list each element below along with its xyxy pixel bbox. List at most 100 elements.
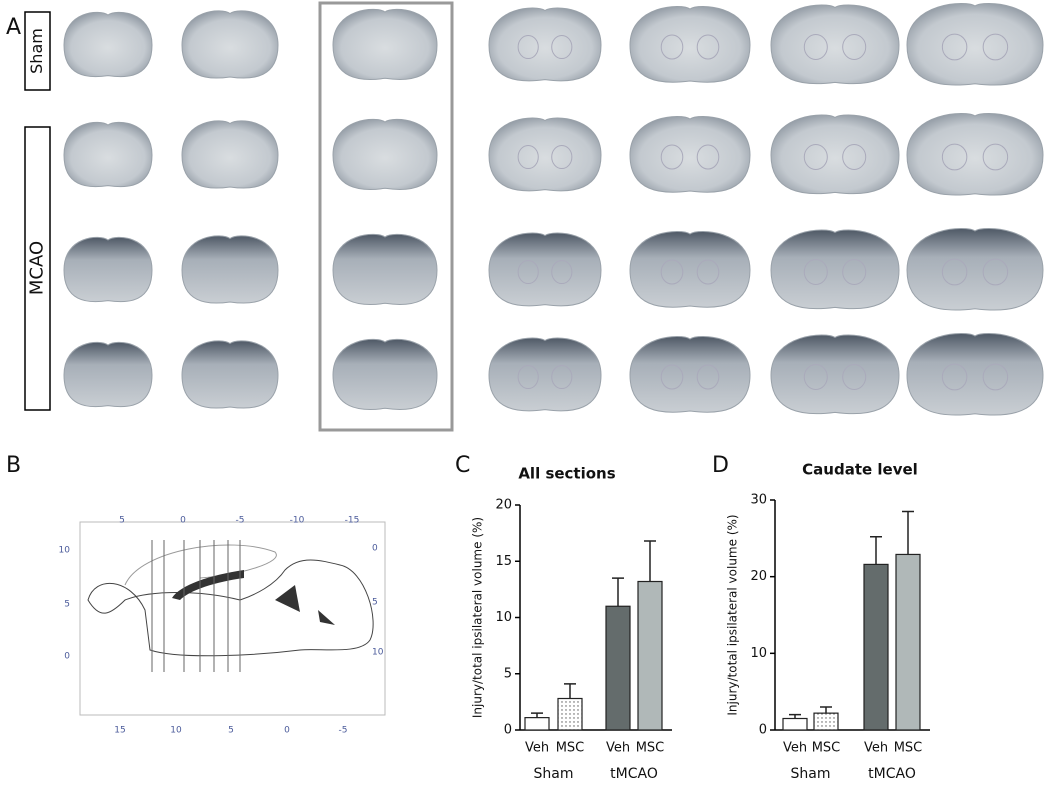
- brain-structure: [941, 363, 968, 391]
- brain-slice: [488, 337, 602, 412]
- row-label: MCAO: [27, 241, 48, 295]
- x-tick-label: Veh: [783, 741, 807, 756]
- brain-structure: [941, 33, 968, 61]
- group-label: Sham: [534, 766, 574, 782]
- brain-slice: [629, 230, 751, 308]
- brain-structure: [941, 258, 968, 286]
- row-label: Sham: [27, 28, 46, 74]
- brain-structure: [517, 259, 539, 285]
- brain-structure: [803, 259, 828, 285]
- x-tick-label: MSC: [894, 741, 923, 756]
- ventricle: [275, 585, 300, 612]
- atlas-tick: 10: [59, 546, 71, 556]
- atlas-tick: -15: [345, 516, 360, 526]
- atlas-tick: 5: [228, 726, 234, 736]
- brain-slice: [770, 229, 900, 310]
- brain-structure: [842, 144, 867, 170]
- y-tick-label: 30: [750, 493, 767, 508]
- brain-slice: [906, 3, 1044, 86]
- y-tick-label: 20: [750, 569, 767, 584]
- bar: [895, 553, 921, 731]
- brain-structure: [803, 144, 828, 170]
- brain-slice: [770, 4, 900, 85]
- atlas-tick: 5: [372, 598, 378, 608]
- brain-slice: [332, 118, 438, 190]
- panel-label: C: [455, 453, 470, 478]
- brain-structure: [982, 363, 1009, 391]
- brain-slice: [332, 8, 438, 80]
- atlas-tick: -5: [236, 516, 245, 526]
- x-tick-label: MSC: [556, 741, 585, 756]
- y-axis-label: Injury/total ipsilateral volume (%): [471, 517, 485, 718]
- y-tick-label: 10: [750, 646, 767, 661]
- brain-structure: [803, 364, 828, 390]
- brain-slice: [906, 113, 1044, 196]
- brain-slice: [906, 228, 1044, 311]
- y-tick-label: 0: [759, 723, 767, 738]
- atlas-tick: 0: [64, 652, 70, 662]
- x-tick-label: MSC: [812, 741, 841, 756]
- error-bar: [531, 712, 543, 718]
- chart-title: All sections: [518, 465, 615, 483]
- panel-b: B: [6, 453, 386, 716]
- brain-slice: [332, 233, 438, 305]
- group-label: tMCAO: [610, 766, 658, 782]
- brain-structure: [551, 144, 573, 170]
- brain-slice: [629, 335, 751, 413]
- x-tick-label: Veh: [606, 741, 630, 756]
- brain-structure: [551, 34, 573, 60]
- y-tick-label: 0: [504, 723, 512, 738]
- brain-structure: [842, 259, 867, 285]
- brain-slice: [181, 235, 279, 304]
- brain-structure: [696, 34, 720, 60]
- brain-slice: [770, 114, 900, 195]
- y-tick-label: 10: [495, 610, 512, 625]
- brain-slice: [181, 10, 279, 79]
- brain-structure: [982, 33, 1009, 61]
- brain-slice: [488, 7, 602, 82]
- error-bar: [644, 540, 656, 582]
- brain-structure: [696, 364, 720, 390]
- error-bar: [564, 683, 576, 699]
- error-bar: [902, 510, 914, 555]
- bar: [863, 563, 889, 731]
- brain-structure: [517, 144, 539, 170]
- chart-title: Caudate level: [802, 461, 918, 479]
- x-tick-label: Veh: [525, 741, 549, 756]
- y-tick-label: 15: [495, 554, 512, 569]
- y-axis-label: Injury/total ipsilateral volume (%): [726, 514, 740, 715]
- atlas-tick: 0: [180, 516, 186, 526]
- x-tick-label: MSC: [636, 741, 665, 756]
- outline: [87, 559, 374, 657]
- brain-structure: [842, 364, 867, 390]
- y-tick-label: 5: [504, 666, 512, 681]
- bar: [637, 580, 663, 731]
- atlas-tick: -5: [339, 726, 348, 736]
- ventricle: [318, 610, 335, 625]
- brain-structure: [660, 259, 684, 285]
- bar: [557, 697, 583, 731]
- panel-a: A Sham MCAO: [6, 1, 454, 432]
- atlas-tick: 0: [284, 726, 290, 736]
- brain-slice: [181, 340, 279, 409]
- brain-structure: [696, 144, 720, 170]
- highlight-box: [318, 1, 454, 432]
- brain-slice: [770, 334, 900, 415]
- outline: [124, 544, 277, 586]
- atlas-tick: 0: [372, 544, 378, 554]
- brain-structure: [517, 34, 539, 60]
- brain-slice: [488, 232, 602, 307]
- atlas-frame: [79, 521, 386, 716]
- group-label: Sham: [791, 766, 831, 782]
- error-bar: [870, 536, 882, 565]
- error-bar: [789, 713, 801, 719]
- error-bar: [820, 706, 832, 714]
- brain-structure: [660, 364, 684, 390]
- brain-slice: [488, 117, 602, 192]
- brain-slice: [63, 341, 153, 408]
- atlas-tick: -10: [290, 516, 305, 526]
- brain-structure: [982, 258, 1009, 286]
- brain-structure: [696, 259, 720, 285]
- brain-structure: [660, 34, 684, 60]
